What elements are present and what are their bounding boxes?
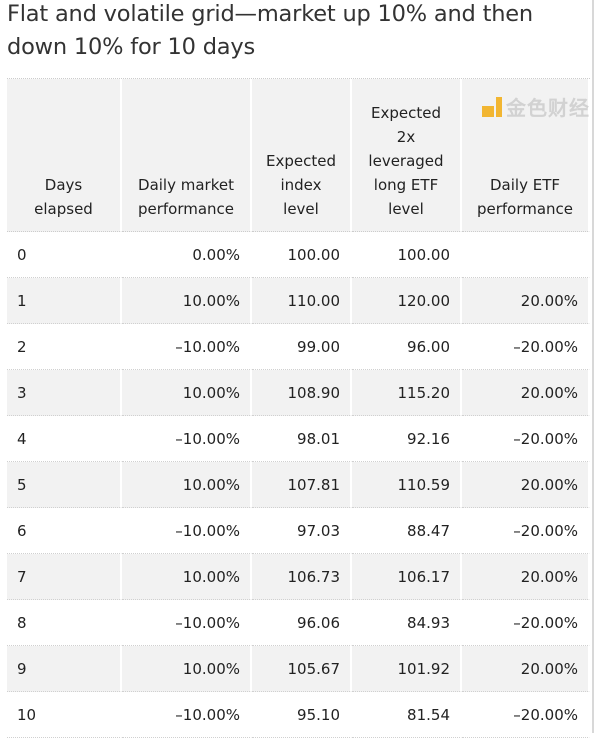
table-cell: 20.00%: [462, 554, 590, 600]
watermark-logo-icon: [482, 96, 502, 117]
column-header: Expected index level: [252, 79, 352, 232]
table-cell: 106.73: [252, 554, 352, 600]
table-row: 7 10.00% 106.73 106.17 20.00%: [7, 554, 590, 600]
table-cell: 1: [7, 278, 122, 324]
table-cell: 98.01: [252, 416, 352, 462]
table-cell: 108.90: [252, 370, 352, 416]
table-cell: 8: [7, 600, 122, 646]
table-row: 3 10.00% 108.90 115.20 20.00%: [7, 370, 590, 416]
table-row: 0 0.00% 100.00 100.00: [7, 232, 590, 278]
table-cell: 10.00%: [122, 554, 252, 600]
table-cell: –10.00%: [122, 692, 252, 738]
table-cell: 115.20: [352, 370, 462, 416]
table-cell: 20.00%: [462, 462, 590, 508]
data-table: Days elapsed Daily market performance Expe…: [7, 79, 590, 738]
table-cell: 10.00%: [122, 278, 252, 324]
table-row: 4 –10.00% 98.01 92.16 –20.00%: [7, 416, 590, 462]
column-header: Expected 2x leveraged long ETF level: [352, 79, 462, 232]
table-cell: 110.59: [352, 462, 462, 508]
table-cell: 20.00%: [462, 370, 590, 416]
watermark-text: 金色财经: [506, 96, 590, 120]
table-cell: 99.00: [252, 324, 352, 370]
column-header: Days elapsed: [7, 79, 122, 232]
right-border: [592, 0, 594, 733]
table-cell: 10.00%: [122, 646, 252, 692]
table-cell: 96.00: [352, 324, 462, 370]
data-table-container: Days elapsed Daily market performance Expe…: [7, 78, 590, 738]
table-row: 1 10.00% 110.00 120.00 20.00%: [7, 278, 590, 324]
table-cell: 9: [7, 646, 122, 692]
table-cell: 4: [7, 416, 122, 462]
table-cell: 20.00%: [462, 278, 590, 324]
table-cell: –20.00%: [462, 508, 590, 554]
page-title: Flat and volatile grid—market up 10% and…: [7, 1, 533, 60]
table-cell: 106.17: [352, 554, 462, 600]
table-cell: 88.47: [352, 508, 462, 554]
table-cell: 97.03: [252, 508, 352, 554]
table-cell: 95.10: [252, 692, 352, 738]
table-cell: 84.93: [352, 600, 462, 646]
table-cell: –20.00%: [462, 692, 590, 738]
table-row: 9 10.00% 105.67 101.92 20.00%: [7, 646, 590, 692]
column-header: Daily market performance: [122, 79, 252, 232]
table-row: 6 –10.00% 97.03 88.47 –20.00%: [7, 508, 590, 554]
table-cell: –10.00%: [122, 324, 252, 370]
table-cell: 100.00: [252, 232, 352, 278]
table-cell: 0: [7, 232, 122, 278]
table-cell: –20.00%: [462, 600, 590, 646]
table-row: 2 –10.00% 99.00 96.00 –20.00%: [7, 324, 590, 370]
column-header: Daily ETF performance: [462, 79, 590, 232]
table-cell: 100.00: [352, 232, 462, 278]
table-cell: 101.92: [352, 646, 462, 692]
table-cell: 96.06: [252, 600, 352, 646]
table-cell: –10.00%: [122, 416, 252, 462]
table-cell: 92.16: [352, 416, 462, 462]
table-cell: –20.00%: [462, 324, 590, 370]
table-header-row: Days elapsed Daily market performance Expe…: [7, 79, 590, 232]
table-cell: 120.00: [352, 278, 462, 324]
table-cell: 5: [7, 462, 122, 508]
table-cell: 81.54: [352, 692, 462, 738]
table-cell: 105.67: [252, 646, 352, 692]
table-cell: –10.00%: [122, 508, 252, 554]
table-cell: 10: [7, 692, 122, 738]
table-cell: 0.00%: [122, 232, 252, 278]
table-cell: 6: [7, 508, 122, 554]
table-cell: –10.00%: [122, 600, 252, 646]
table-cell: 110.00: [252, 278, 352, 324]
table-row: 5 10.00% 107.81 110.59 20.00%: [7, 462, 590, 508]
watermark: 金色财经: [482, 92, 590, 121]
table-cell: 2: [7, 324, 122, 370]
table-row: 10 –10.00% 95.10 81.54 –20.00%: [7, 692, 590, 738]
table-cell: 107.81: [252, 462, 352, 508]
table-cell: 20.00%: [462, 646, 590, 692]
table-cell: 10.00%: [122, 462, 252, 508]
table-cell: [462, 232, 590, 278]
table-cell: 3: [7, 370, 122, 416]
table-cell: 7: [7, 554, 122, 600]
table-cell: –20.00%: [462, 416, 590, 462]
table-row: 8 –10.00% 96.06 84.93 –20.00%: [7, 600, 590, 646]
table-cell: 10.00%: [122, 370, 252, 416]
